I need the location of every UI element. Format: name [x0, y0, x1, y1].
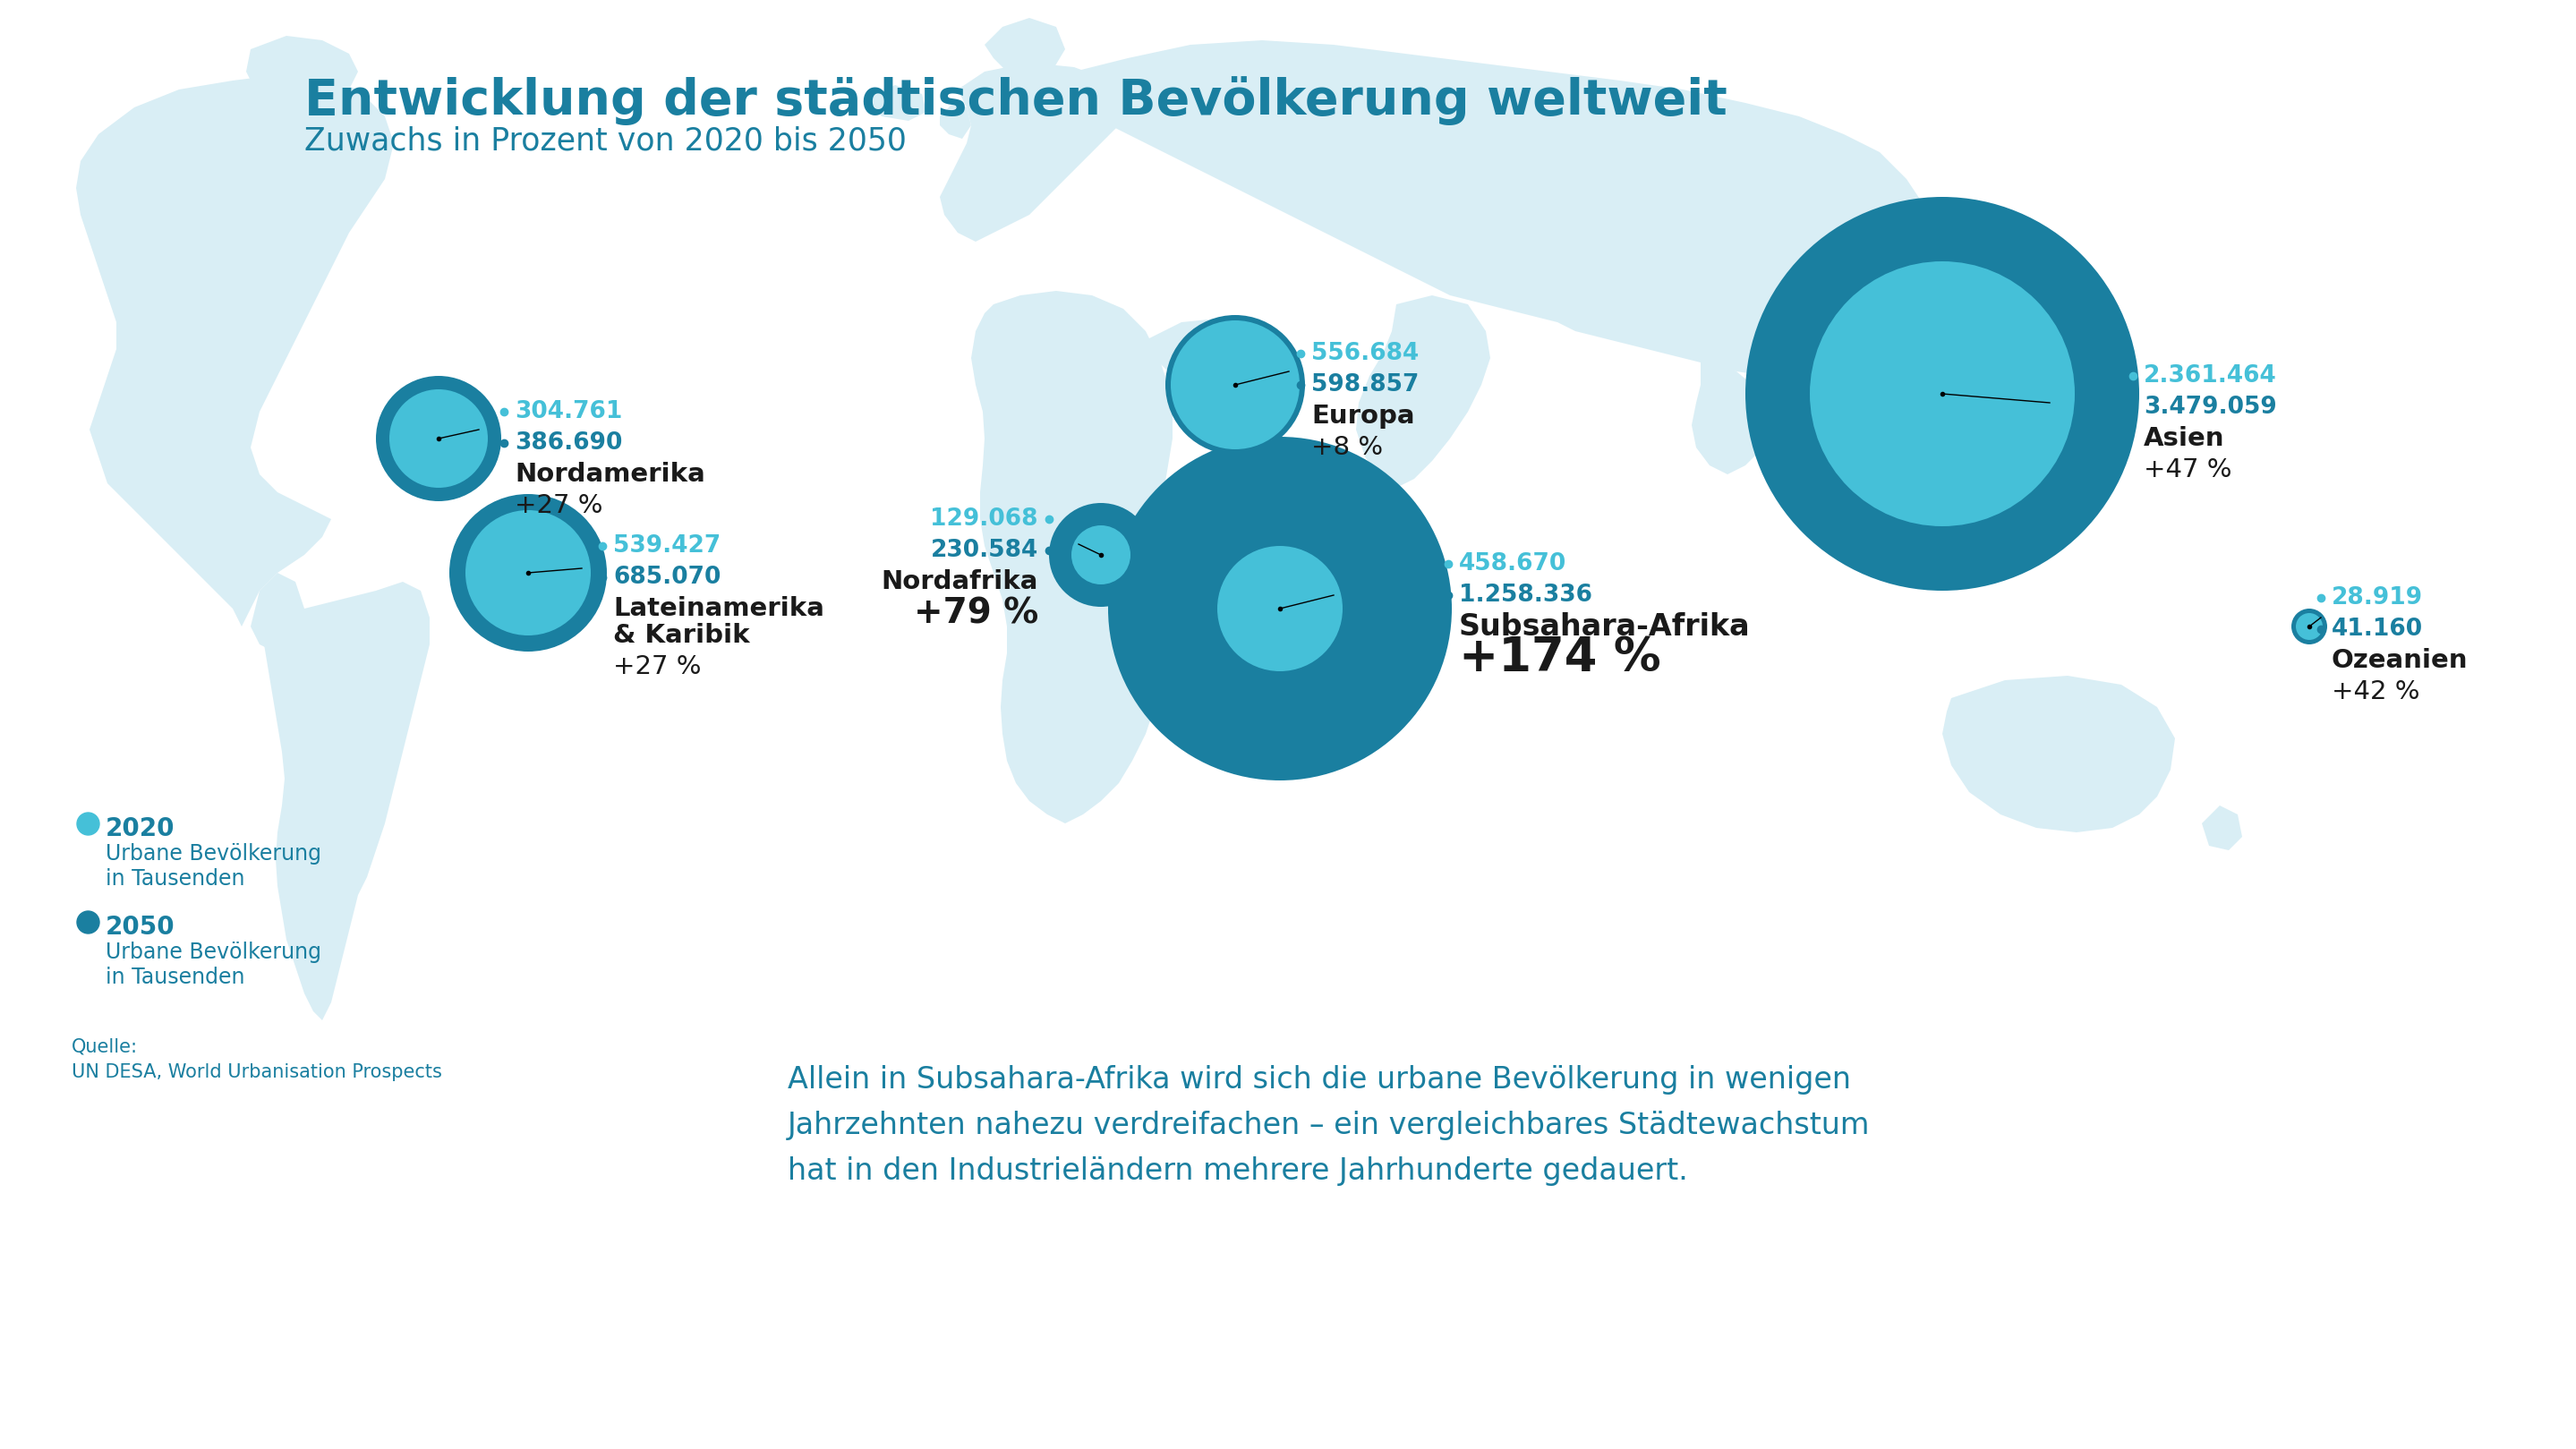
- Text: Urbane Bevölkerung: Urbane Bevölkerung: [106, 942, 322, 964]
- Text: Entwicklung der städtischen Bevölkerung weltweit: Entwicklung der städtischen Bevölkerung …: [304, 77, 1728, 125]
- Text: 2050: 2050: [106, 914, 175, 940]
- Circle shape: [448, 494, 608, 652]
- Text: & Karibik: & Karibik: [613, 623, 750, 648]
- Polygon shape: [265, 581, 430, 1020]
- Circle shape: [1170, 320, 1301, 449]
- Polygon shape: [1355, 296, 1492, 488]
- Polygon shape: [1942, 675, 2174, 832]
- Polygon shape: [77, 71, 394, 626]
- Text: 1.258.336: 1.258.336: [1458, 584, 1592, 607]
- Text: in Tausenden: in Tausenden: [106, 868, 245, 890]
- Polygon shape: [2202, 806, 2241, 851]
- Polygon shape: [984, 17, 1064, 81]
- Text: +47 %: +47 %: [2143, 458, 2231, 483]
- Circle shape: [1048, 503, 1154, 607]
- Text: Europa: Europa: [1311, 404, 1414, 429]
- Polygon shape: [247, 36, 358, 107]
- Text: 685.070: 685.070: [613, 565, 721, 588]
- Text: 598.857: 598.857: [1311, 374, 1419, 397]
- Text: +8 %: +8 %: [1311, 435, 1383, 459]
- Circle shape: [1747, 197, 2138, 591]
- Text: 41.160: 41.160: [2331, 617, 2424, 640]
- Text: +174 %: +174 %: [1458, 635, 1662, 681]
- Text: Lateinamerika: Lateinamerika: [613, 596, 824, 622]
- Text: 230.584: 230.584: [930, 539, 1038, 562]
- Text: +27 %: +27 %: [515, 493, 603, 519]
- Text: 458.670: 458.670: [1458, 552, 1566, 575]
- Text: 3.479.059: 3.479.059: [2143, 396, 2277, 419]
- Circle shape: [1108, 436, 1453, 781]
- Text: +27 %: +27 %: [613, 655, 701, 680]
- Text: Quelle:: Quelle:: [72, 1037, 139, 1056]
- Circle shape: [2293, 609, 2326, 645]
- Circle shape: [1218, 546, 1342, 671]
- Polygon shape: [250, 572, 304, 653]
- Text: Urbane Bevölkerung: Urbane Bevölkerung: [106, 843, 322, 865]
- Text: +79 %: +79 %: [914, 596, 1038, 630]
- Circle shape: [2295, 613, 2324, 640]
- Text: 2.361.464: 2.361.464: [2143, 364, 2277, 387]
- Text: 556.684: 556.684: [1311, 342, 1419, 365]
- Text: Allein in Subsahara-Afrika wird sich die urbane Bevölkerung in wenigen
Jahrzehnt: Allein in Subsahara-Afrika wird sich die…: [788, 1065, 1870, 1187]
- Polygon shape: [940, 62, 1128, 242]
- Polygon shape: [971, 291, 1172, 823]
- Text: 129.068: 129.068: [930, 507, 1038, 530]
- Text: Nordamerika: Nordamerika: [515, 462, 706, 487]
- Circle shape: [376, 375, 502, 501]
- Circle shape: [466, 510, 590, 636]
- Polygon shape: [1692, 358, 1772, 474]
- Polygon shape: [868, 85, 927, 120]
- Text: UN DESA, World Urbanisation Prospects: UN DESA, World Urbanisation Prospects: [72, 1064, 443, 1081]
- Polygon shape: [1146, 317, 1298, 429]
- Text: Nordafrika: Nordafrika: [881, 569, 1038, 594]
- Text: Subsahara-Afrika: Subsahara-Afrika: [1458, 611, 1752, 642]
- Text: Zuwachs in Prozent von 2020 bis 2050: Zuwachs in Prozent von 2020 bis 2050: [304, 125, 907, 155]
- Text: in Tausenden: in Tausenden: [106, 966, 245, 988]
- Text: 386.690: 386.690: [515, 432, 623, 455]
- Circle shape: [1164, 314, 1306, 455]
- Circle shape: [1072, 526, 1131, 584]
- Text: Asien: Asien: [2143, 426, 2226, 451]
- Text: +42 %: +42 %: [2331, 680, 2419, 704]
- Text: 28.919: 28.919: [2331, 587, 2424, 610]
- Polygon shape: [1074, 41, 1935, 375]
- Text: 539.427: 539.427: [613, 535, 721, 558]
- Polygon shape: [940, 103, 971, 139]
- Circle shape: [389, 390, 487, 488]
- Circle shape: [1811, 261, 2074, 526]
- Text: 2020: 2020: [106, 816, 175, 842]
- Text: 304.761: 304.761: [515, 400, 623, 423]
- Text: Ozeanien: Ozeanien: [2331, 648, 2468, 672]
- Polygon shape: [1862, 206, 1924, 255]
